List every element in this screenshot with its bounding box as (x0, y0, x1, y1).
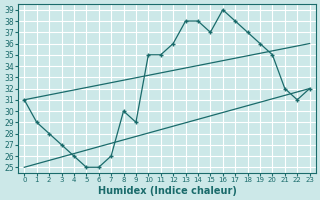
X-axis label: Humidex (Indice chaleur): Humidex (Indice chaleur) (98, 186, 236, 196)
